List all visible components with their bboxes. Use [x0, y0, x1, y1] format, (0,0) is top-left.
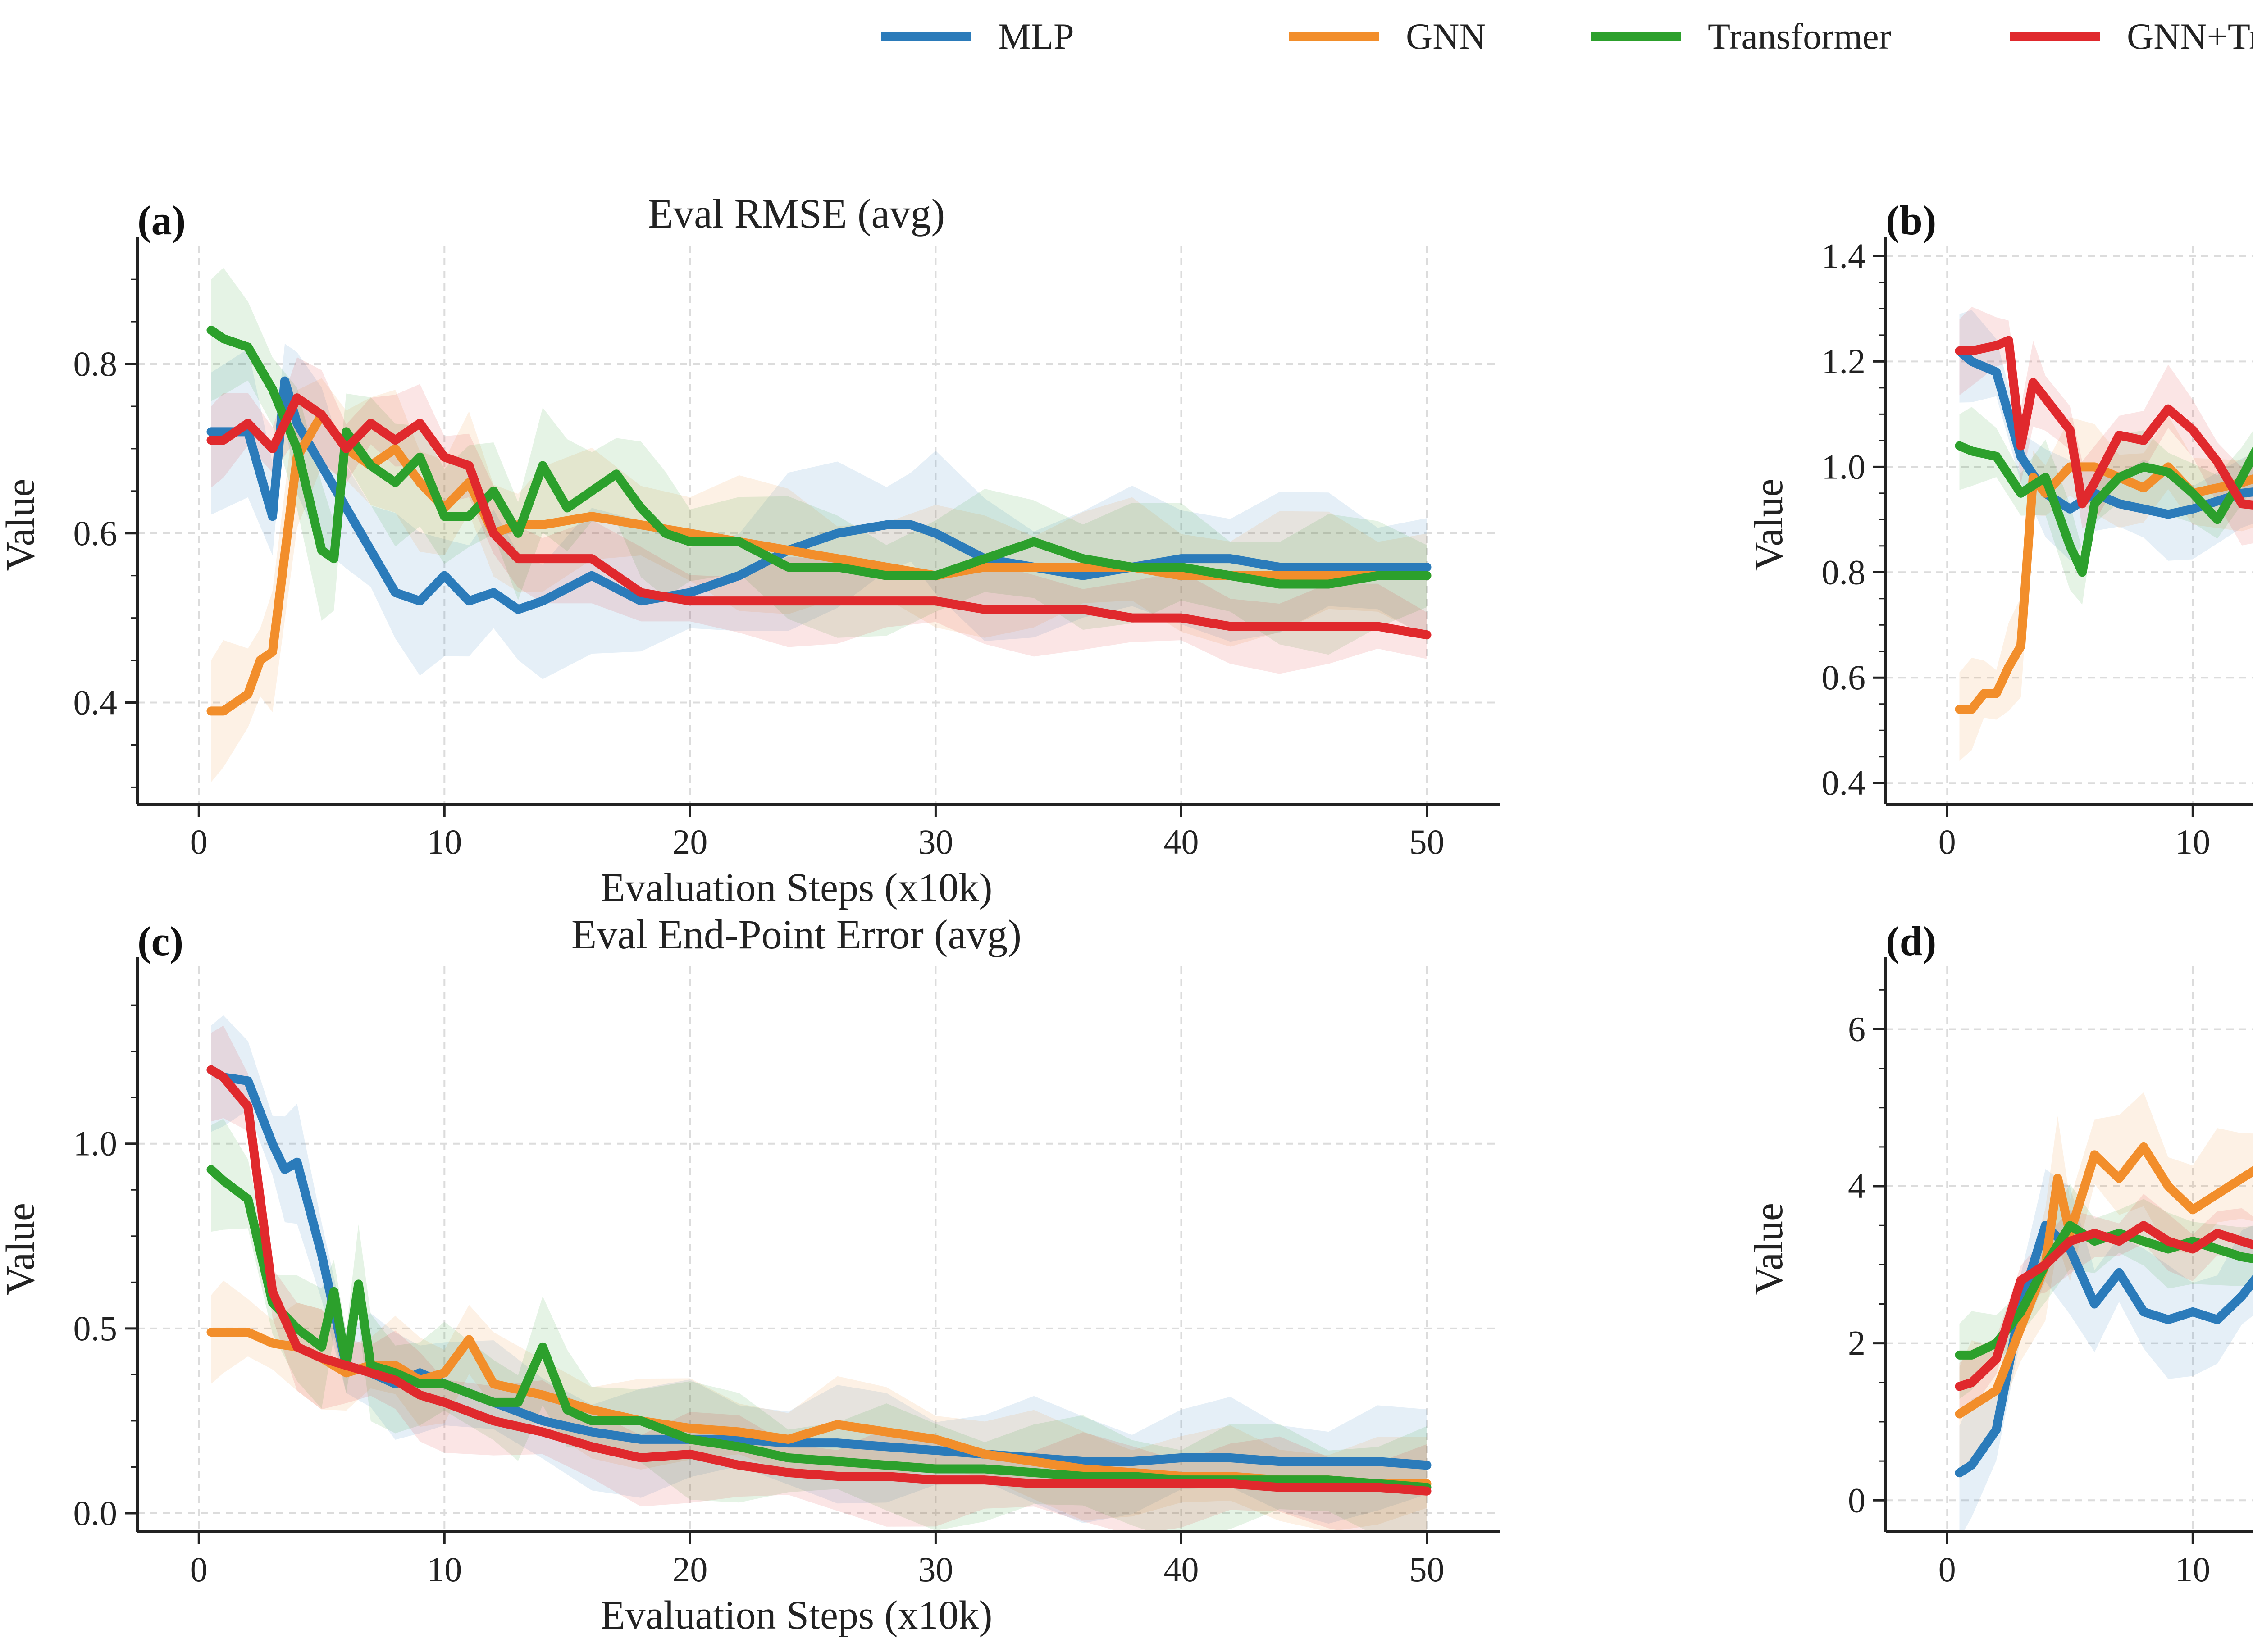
y-tick-label: 0.4: [73, 683, 118, 722]
band-gnn: [211, 378, 1427, 783]
x-axis-label: Evaluation Steps (x10k): [601, 865, 993, 910]
y-tick-label: 6: [1848, 1009, 1865, 1048]
y-tick-label: 0.6: [1822, 658, 1866, 697]
y-tick-label: 0.4: [1822, 763, 1866, 802]
x-tick-label: 40: [1163, 822, 1199, 861]
x-tick-label: 40: [1163, 1550, 1199, 1589]
confidence-bands: [1959, 1092, 2253, 1532]
line-gnn-transformer: [1955, 336, 2253, 510]
y-axis-label: Value: [1747, 1203, 1791, 1295]
x-axis-label: Evaluation Steps (x10k): [601, 1593, 993, 1638]
series-lines: [1955, 1142, 2253, 1478]
band-gnn: [1959, 1092, 2253, 1480]
x-tick-label: 30: [918, 1550, 953, 1589]
panel-tag: (a): [137, 197, 186, 243]
confidence-bands: [211, 1015, 1427, 1532]
y-axis-label: Value: [0, 479, 43, 571]
panel-title: Eval RMSE (avg): [648, 191, 945, 237]
x-tick-label: 30: [918, 822, 953, 861]
panel-tag: (c): [137, 918, 183, 964]
confidence-bands: [211, 268, 1427, 783]
legend-label: GNN+Transformer: [2127, 16, 2253, 57]
y-tick-label: 1.0: [1822, 447, 1866, 486]
panel-b: 010203040500.40.60.81.01.21.4Evaluation …: [1747, 197, 2253, 861]
confidence-bands: [1959, 306, 2253, 761]
series-lines: [206, 1065, 1432, 1496]
x-tick-label: 10: [427, 822, 462, 861]
panel-a: 0 10 20 30 40 50 0.4 0.6 0.8 Evaluation Steps (x1…: [0, 191, 1500, 910]
line-transformer: [1955, 1221, 2253, 1360]
band-gnn-transformer: [1959, 306, 2253, 546]
grid: [1886, 246, 2253, 804]
grid: [137, 966, 1500, 1532]
line-mlp: [1955, 1221, 2253, 1478]
legend-entry-gnn: GNN: [1289, 16, 1486, 57]
x-tick-label: 10: [2175, 822, 2210, 861]
y-axis-label: Value: [1747, 479, 1791, 571]
y-tick-label: 2: [1848, 1324, 1865, 1363]
line-transformer: [206, 325, 1432, 589]
band-gnn-transformer: [211, 357, 1427, 674]
legend-label: MLP: [998, 16, 1074, 57]
x-tick-label: 0: [1938, 822, 1956, 861]
line-gnn-transformer: [1955, 1221, 2253, 1391]
x-tick-label: 10: [2175, 1550, 2210, 1589]
y-tick-label: 1.2: [1822, 341, 1866, 381]
y-tick-label: 4: [1848, 1166, 1865, 1206]
y-tick-label: 0.8: [73, 344, 118, 383]
panel-d: 010203040500246Evaluation Steps (x10k)Va…: [1747, 918, 2253, 1589]
band-mlp: [211, 1015, 1427, 1524]
legend-entry-transformer: Transformer: [1591, 16, 1891, 57]
band-transformer: [1959, 407, 2253, 605]
line-transformer: [206, 1165, 1432, 1492]
y-tick-label: 1.4: [1822, 236, 1866, 275]
legend-entry-gnn-transformer: GNN+Transformer: [2010, 16, 2253, 57]
x-tick-label: 0: [190, 822, 208, 861]
series-lines: [206, 325, 1432, 716]
y-tick-label: 0: [1848, 1480, 1865, 1520]
line-gnn: [1955, 462, 2253, 714]
panel-tag: (b): [1886, 197, 1936, 243]
panel-title: Eval End-Point Error (avg): [571, 911, 1022, 957]
band-transformer: [1959, 1184, 2253, 1399]
grid: [137, 246, 1500, 804]
line-mlp: [206, 1065, 1432, 1470]
x-tick-label: 50: [1409, 822, 1444, 861]
series-lines: [1955, 336, 2253, 714]
x-tick-label: 0: [190, 1550, 208, 1589]
legend: MLP GNN Transformer GNN+Transformer: [881, 16, 2253, 57]
legend-entry-mlp: MLP: [881, 16, 1074, 57]
legend-label: GNN: [1406, 16, 1486, 57]
y-tick-label: 0.6: [73, 514, 118, 553]
y-axis-label: Value: [0, 1203, 43, 1295]
y-tick-label: 0.8: [1822, 552, 1866, 592]
band-mlp: [211, 343, 1427, 679]
line-gnn: [1955, 1142, 2253, 1419]
line-gnn-transformer: [206, 393, 1432, 640]
y-tick-label: 0.0: [73, 1493, 118, 1533]
band-gnn-transformer: [1959, 1193, 2253, 1420]
line-transformer: [1955, 441, 2253, 577]
x-tick-label: 20: [672, 1550, 707, 1589]
y-tick-label: 1.0: [73, 1124, 118, 1163]
x-tick-label: 20: [672, 822, 707, 861]
line-gnn-transformer: [206, 1065, 1432, 1496]
x-tick-label: 0: [1938, 1550, 1956, 1589]
panel-tag: (d): [1886, 918, 1936, 964]
legend-label: Transformer: [1708, 16, 1891, 57]
x-tick-label: 50: [1409, 1550, 1444, 1589]
panel-c: 0 10 20 30 40 50 0.0 0.5 1.0 Evaluation Steps (x1…: [0, 911, 1500, 1638]
line-mlp: [1955, 346, 2253, 519]
y-tick-label: 0.5: [73, 1309, 118, 1348]
x-tick-label: 10: [427, 1550, 462, 1589]
